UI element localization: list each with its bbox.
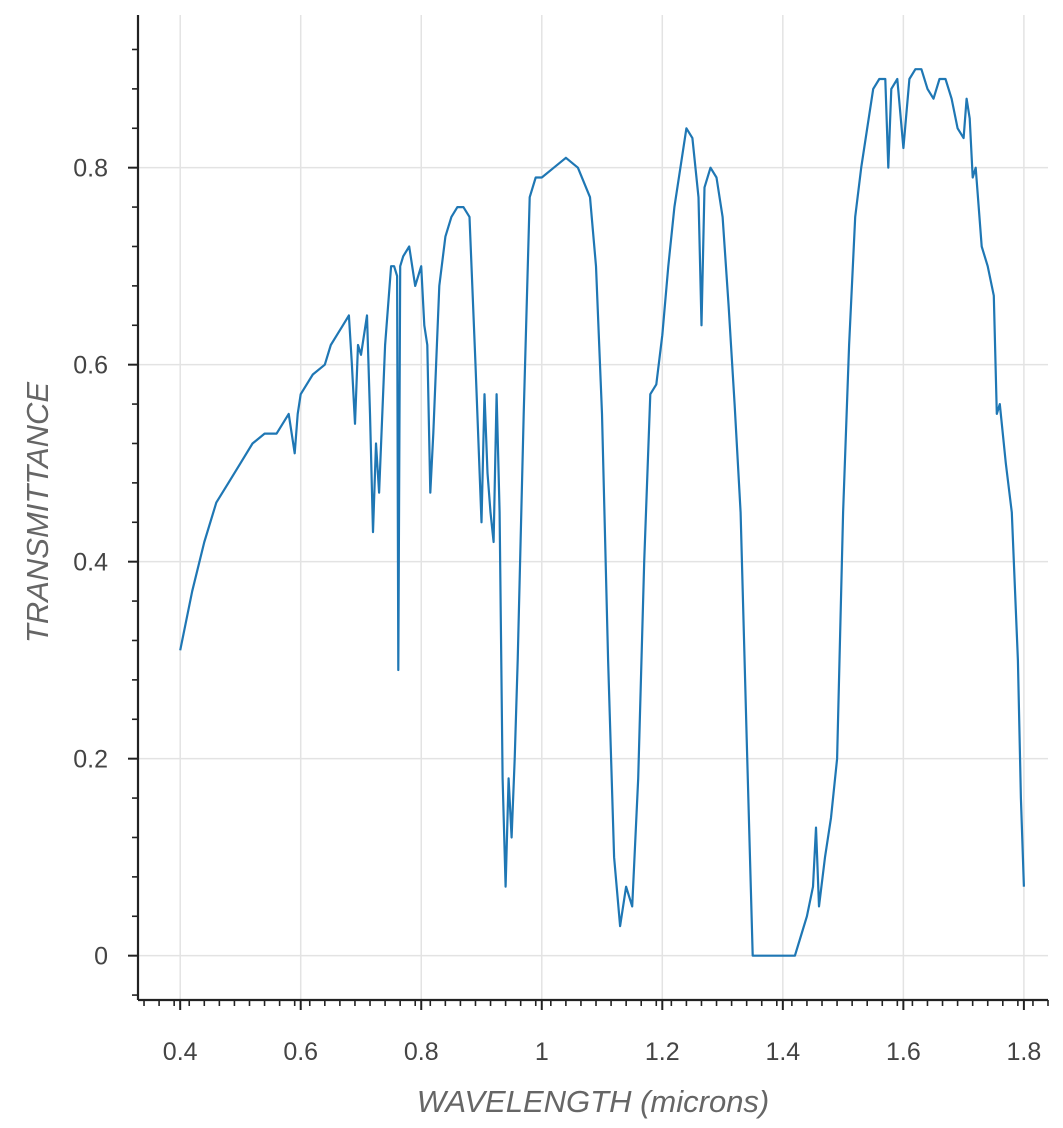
y-tick-label: 0 [94, 943, 108, 971]
y-tick-label: 0.8 [73, 155, 108, 183]
y-tick-label: 0.4 [73, 549, 108, 577]
x-tick-label: 1.8 [1007, 1038, 1042, 1066]
gridlines [138, 15, 1048, 1000]
y-axis-ticks: 0 0.2 0.4 0.6 0.8 [73, 48, 138, 996]
x-tick-label: 0.4 [163, 1038, 198, 1066]
y-axis-title: TRANSMITTANCE [20, 382, 55, 644]
x-tick-label: 1.2 [645, 1038, 680, 1066]
transmittance-series-line [179, 68, 1025, 957]
plot-background [138, 15, 1048, 1000]
series-group [179, 68, 1025, 957]
x-tick-label: 1 [535, 1038, 549, 1066]
y-tick-label: 0.2 [73, 746, 108, 774]
x-tick-label: 1.6 [886, 1038, 921, 1066]
x-tick-label: 1.4 [765, 1038, 800, 1066]
x-axis-ticks: 0.4 0.6 0.8 1 1.2 1.4 1.6 1.8 [143, 1000, 1049, 1066]
x-tick-label: 0.8 [404, 1038, 439, 1066]
x-tick-label: 0.6 [283, 1038, 318, 1066]
y-tick-label: 0.6 [73, 352, 108, 380]
x-axis-title: WAVELENGTH (microns) [417, 1084, 770, 1119]
